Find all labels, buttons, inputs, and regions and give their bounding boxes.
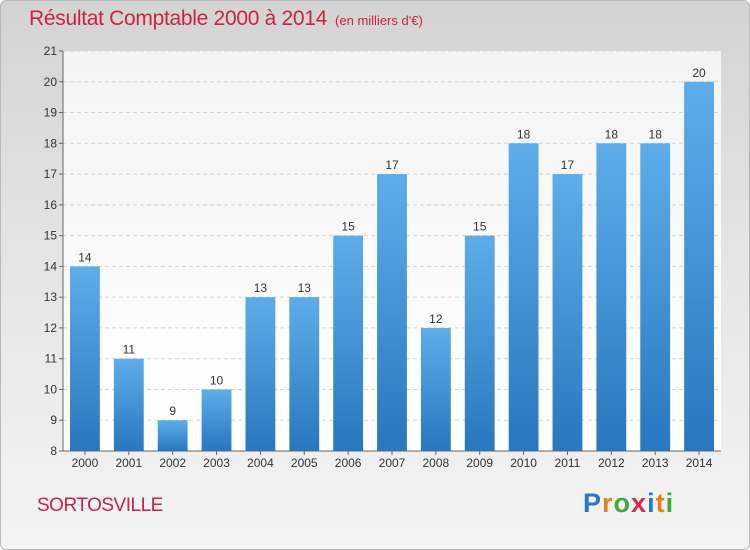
y-tick-label: 13 bbox=[44, 290, 58, 304]
bar-value-label: 18 bbox=[605, 127, 619, 141]
logo-letter: P bbox=[583, 488, 603, 518]
y-tick-label: 10 bbox=[44, 382, 58, 396]
bar-value-label: 18 bbox=[517, 127, 531, 141]
bar bbox=[333, 235, 364, 451]
x-tick-label: 2010 bbox=[510, 456, 537, 470]
y-tick-label: 19 bbox=[44, 106, 58, 120]
bar bbox=[289, 297, 320, 451]
bar-value-label: 20 bbox=[692, 66, 706, 80]
bar-value-label: 15 bbox=[473, 220, 487, 234]
x-tick-label: 2012 bbox=[598, 456, 625, 470]
x-tick-label: 2004 bbox=[247, 456, 274, 470]
bar bbox=[377, 174, 407, 452]
bar-value-label: 17 bbox=[561, 158, 575, 172]
bar bbox=[420, 327, 451, 451]
x-tick-label: 2013 bbox=[642, 456, 669, 470]
bar bbox=[70, 266, 100, 451]
bar bbox=[157, 420, 188, 451]
bar bbox=[508, 143, 539, 452]
y-tick-label: 9 bbox=[50, 413, 57, 427]
x-tick-label: 2009 bbox=[466, 456, 493, 470]
bar bbox=[552, 174, 583, 452]
y-tick-label: 12 bbox=[44, 321, 58, 335]
proxiti-logo: Proxiti bbox=[583, 488, 674, 519]
y-tick-label: 14 bbox=[44, 259, 58, 273]
y-tick-label: 17 bbox=[44, 167, 58, 181]
bar bbox=[640, 143, 671, 452]
bar-value-label: 10 bbox=[210, 373, 224, 387]
bar bbox=[201, 389, 232, 451]
x-tick-label: 2005 bbox=[291, 456, 318, 470]
bar bbox=[245, 297, 276, 451]
bar-value-label: 17 bbox=[385, 158, 399, 172]
y-tick-label: 8 bbox=[50, 444, 57, 458]
title-main: Résultat Comptable 2000 à 2014 bbox=[29, 7, 328, 30]
logo-letter: t bbox=[655, 488, 666, 518]
chart-title: Résultat Comptable 2000 à 2014 (en millie… bbox=[29, 7, 423, 31]
x-tick-label: 2000 bbox=[72, 456, 99, 470]
x-tick-label: 2002 bbox=[159, 456, 186, 470]
x-tick-label: 2007 bbox=[379, 456, 406, 470]
logo-letter: i bbox=[665, 488, 675, 518]
logo-letter: x bbox=[631, 488, 648, 518]
x-tick-label: 2003 bbox=[203, 456, 230, 470]
commune-name: SORTOSVILLE bbox=[37, 495, 163, 516]
y-tick-label: 20 bbox=[44, 75, 58, 89]
bar-value-label: 9 bbox=[169, 404, 176, 418]
x-tick-label: 2011 bbox=[555, 456, 581, 470]
y-tick-label: 18 bbox=[44, 136, 58, 150]
bar-value-label: 12 bbox=[429, 312, 443, 326]
bar-value-label: 13 bbox=[298, 281, 312, 295]
bar-value-label: 15 bbox=[341, 220, 355, 234]
bar bbox=[464, 235, 495, 451]
bar-value-label: 14 bbox=[78, 250, 92, 264]
bar-value-label: 18 bbox=[649, 127, 663, 141]
x-tick-label: 2008 bbox=[423, 456, 450, 470]
y-tick-label: 21 bbox=[44, 44, 58, 58]
y-tick-label: 15 bbox=[44, 229, 58, 243]
bar bbox=[596, 143, 627, 452]
bar bbox=[684, 81, 714, 452]
chart-subtitle: (en milliers d'€) bbox=[335, 13, 423, 28]
x-tick-label: 2014 bbox=[686, 456, 713, 470]
y-tick-label: 16 bbox=[44, 198, 58, 212]
x-tick-label: 2006 bbox=[335, 456, 362, 470]
bar-value-label: 13 bbox=[254, 281, 268, 295]
logo-letter: i bbox=[647, 488, 656, 518]
logo-letter: o bbox=[613, 488, 632, 518]
x-tick-label: 2001 bbox=[115, 456, 142, 470]
y-tick-label: 11 bbox=[45, 352, 58, 366]
bar-value-label: 11 bbox=[123, 343, 136, 357]
bar bbox=[113, 358, 144, 451]
logo-letter: r bbox=[602, 488, 614, 518]
